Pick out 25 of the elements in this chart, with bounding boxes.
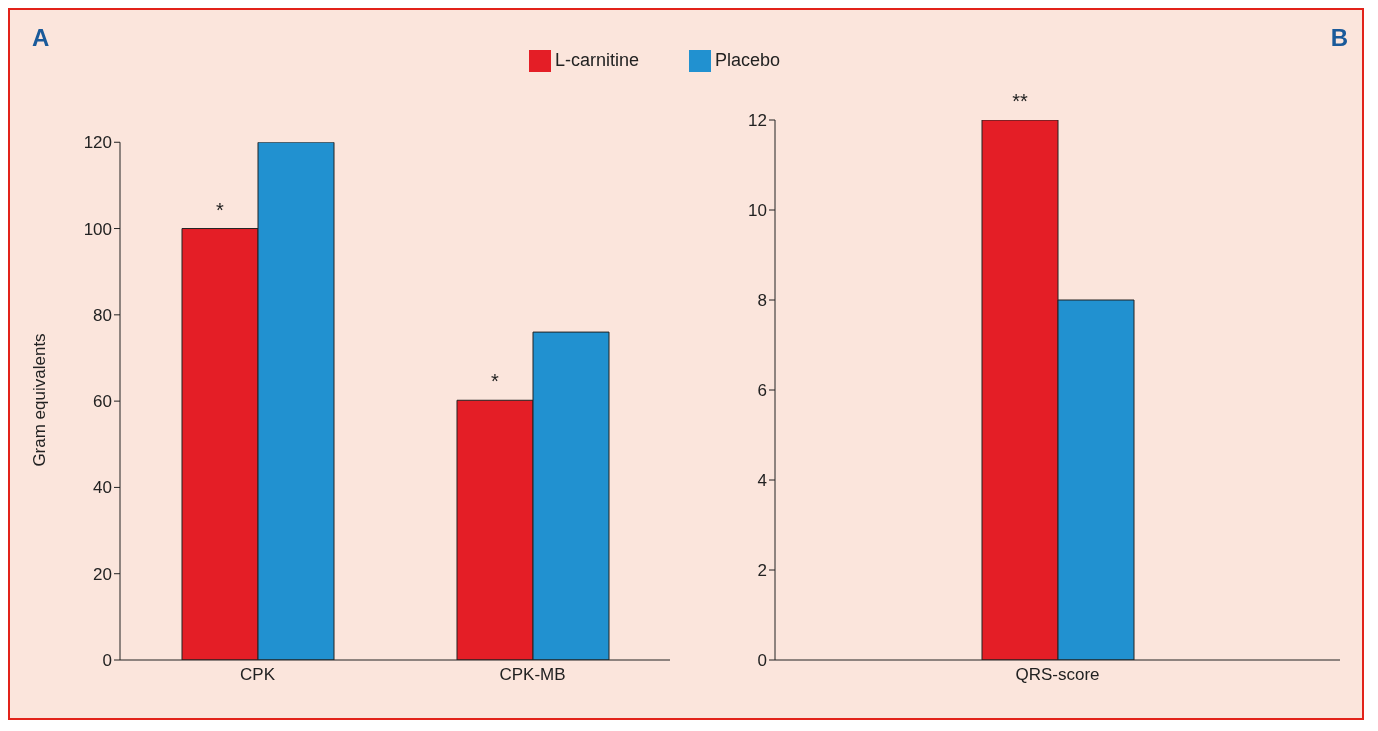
x-tick-label: CPK xyxy=(240,665,276,685)
legend-label: L-carnitine xyxy=(554,50,639,70)
y-axis-title: Gram equivalents xyxy=(30,333,50,467)
legend-label: Placebo xyxy=(714,50,780,70)
annotation: * xyxy=(491,370,500,393)
x-tick-label: CPK-MB xyxy=(499,665,566,685)
y-tick-label: 10 xyxy=(748,201,767,221)
x-tick-label: QRS-score xyxy=(1015,665,1100,685)
y-tick-label: 60 xyxy=(93,392,112,412)
y-tick-label: 0 xyxy=(757,651,767,671)
y-tick-label: 120 xyxy=(83,133,112,153)
y-tick-label: 40 xyxy=(93,478,112,498)
y-tick-label: 8 xyxy=(757,291,767,311)
annotation: * xyxy=(216,198,225,221)
annotation: ** xyxy=(1012,90,1028,112)
y-tick-label: 4 xyxy=(757,471,767,491)
y-tick-label: 12 xyxy=(748,111,767,131)
y-tick-label: 80 xyxy=(93,305,112,325)
chart-title: A xyxy=(32,24,50,52)
y-tick-label: 100 xyxy=(83,219,112,239)
y-tick-label: 2 xyxy=(757,561,767,581)
y-tick-label: 0 xyxy=(102,651,112,671)
y-tick-label: 6 xyxy=(757,381,767,401)
y-tick-label: 20 xyxy=(93,564,112,584)
chart-title: B xyxy=(1330,24,1348,52)
